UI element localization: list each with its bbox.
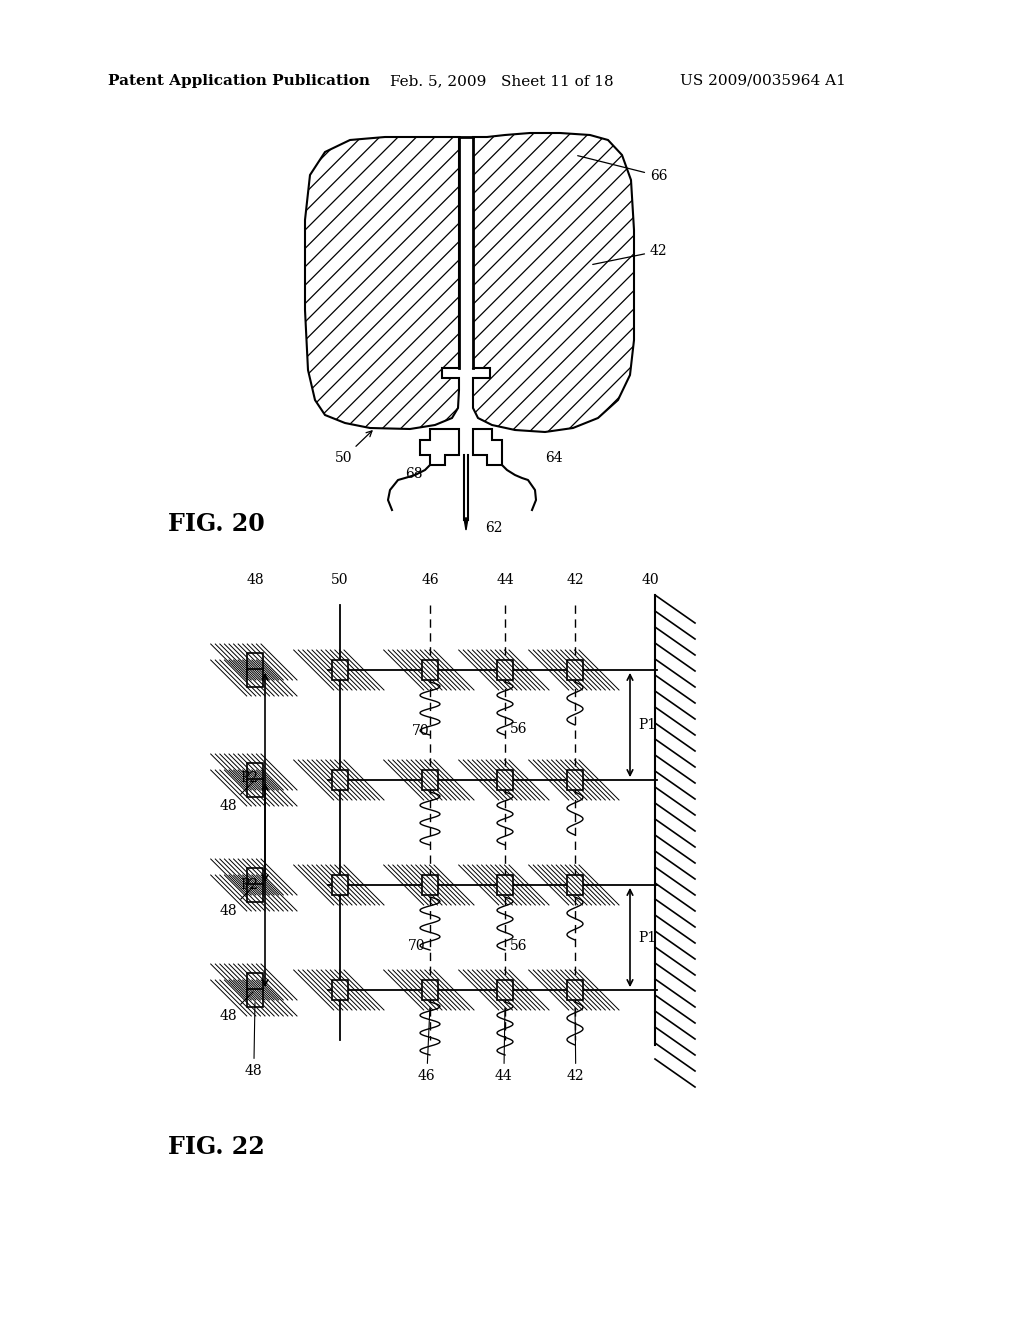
Text: 50: 50 [331, 573, 349, 587]
Bar [332, 660, 348, 680]
Bar [247, 763, 263, 781]
Text: P2: P2 [240, 878, 258, 892]
Text: US 2009/0035964 A1: US 2009/0035964 A1 [680, 74, 846, 88]
Bar [247, 869, 263, 886]
Bar [247, 989, 263, 1007]
Text: Feb. 5, 2009   Sheet 11 of 18: Feb. 5, 2009 Sheet 11 of 18 [390, 74, 613, 88]
Bar [497, 770, 513, 789]
Text: 40: 40 [641, 573, 658, 587]
Text: 68: 68 [406, 467, 423, 480]
Bar [497, 875, 513, 895]
Text: 46: 46 [421, 573, 439, 587]
Text: 50: 50 [335, 430, 372, 465]
Bar [567, 660, 583, 680]
Polygon shape [473, 133, 634, 432]
Polygon shape [420, 429, 459, 465]
Bar [497, 979, 513, 1001]
Polygon shape [464, 517, 468, 531]
Bar [422, 979, 438, 1001]
Polygon shape [473, 429, 502, 465]
Bar [422, 875, 438, 895]
Text: 42: 42 [566, 573, 584, 587]
Bar [247, 653, 263, 671]
Bar [247, 884, 263, 902]
Bar [247, 989, 263, 1007]
Bar [247, 653, 263, 671]
Text: 42: 42 [567, 1007, 585, 1082]
Text: P2: P2 [240, 771, 258, 784]
Bar [497, 770, 513, 789]
Bar [247, 779, 263, 797]
Bar [422, 660, 438, 680]
Bar [567, 979, 583, 1001]
Bar [247, 869, 263, 886]
Bar [497, 875, 513, 895]
Bar [567, 875, 583, 895]
Text: FIG. 22: FIG. 22 [168, 1135, 265, 1159]
Bar [567, 979, 583, 1001]
Bar [332, 660, 348, 680]
Bar [332, 770, 348, 789]
Bar [422, 660, 438, 680]
Bar [422, 770, 438, 789]
Bar [247, 763, 263, 781]
Text: 42: 42 [593, 244, 668, 264]
Text: 66: 66 [578, 156, 668, 183]
Text: 70: 70 [408, 939, 426, 953]
Text: 46: 46 [418, 1007, 435, 1082]
Bar [332, 875, 348, 895]
Bar [567, 770, 583, 789]
Text: 48: 48 [220, 887, 253, 917]
Text: P1: P1 [638, 931, 656, 945]
Text: FIG. 20: FIG. 20 [168, 512, 265, 536]
Text: 70: 70 [412, 723, 430, 738]
Text: 44: 44 [496, 573, 514, 587]
Bar [332, 979, 348, 1001]
Text: 48: 48 [245, 1003, 262, 1078]
Bar [247, 973, 263, 991]
Bar [422, 979, 438, 1001]
Bar [497, 660, 513, 680]
Bar [247, 884, 263, 902]
Bar [497, 660, 513, 680]
Bar [567, 770, 583, 789]
Bar [247, 669, 263, 686]
Text: 64: 64 [545, 451, 562, 465]
Bar [497, 979, 513, 1001]
Text: 56: 56 [510, 939, 527, 953]
Bar [332, 875, 348, 895]
Text: 44: 44 [495, 1007, 513, 1082]
Bar [567, 875, 583, 895]
Bar [567, 660, 583, 680]
Bar [332, 979, 348, 1001]
Text: 56: 56 [510, 722, 527, 737]
Bar [422, 770, 438, 789]
Text: Patent Application Publication: Patent Application Publication [108, 74, 370, 88]
Text: 48: 48 [246, 573, 264, 587]
Bar [247, 669, 263, 686]
Text: 62: 62 [485, 521, 503, 535]
Text: 48: 48 [220, 991, 253, 1023]
Bar [247, 973, 263, 991]
Bar [332, 770, 348, 789]
Text: P1: P1 [638, 718, 656, 733]
Bar [247, 779, 263, 797]
Bar [459, 137, 473, 368]
Polygon shape [305, 137, 459, 429]
Bar [422, 875, 438, 895]
Text: 48: 48 [220, 781, 253, 813]
